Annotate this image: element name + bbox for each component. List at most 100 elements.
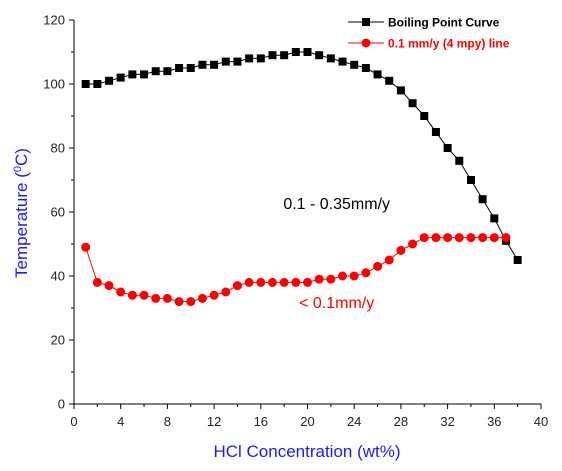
- data-point-square: [128, 70, 137, 79]
- series-layer: [81, 48, 522, 307]
- data-point-square: [455, 156, 464, 165]
- data-point-square: [245, 54, 254, 63]
- data-point-circle: [478, 233, 488, 243]
- data-point-square: [151, 67, 160, 76]
- data-point-circle: [244, 277, 254, 287]
- data-point-square: [198, 60, 207, 69]
- data-point-circle: [92, 277, 102, 287]
- series-line: [85, 237, 506, 303]
- data-point-circle: [256, 277, 266, 287]
- data-point-circle: [221, 287, 231, 297]
- x-tick-label: 0: [70, 414, 77, 429]
- legend-label: 0.1 mm/y (4 mpy) line: [388, 37, 510, 51]
- x-tick-label: 32: [440, 414, 454, 429]
- data-point-circle: [501, 233, 511, 243]
- y-tick-label: 40: [51, 269, 65, 284]
- data-point-square: [373, 70, 382, 79]
- data-point-square: [175, 64, 184, 72]
- data-point-square: [408, 99, 417, 108]
- x-tick-label: 28: [394, 414, 408, 429]
- axes-layer: 0 4 8 12 16 20 24 28 32 36 40 0 20 40 60 80 100 120: [43, 13, 548, 430]
- x-tick-label: 24: [347, 414, 361, 429]
- data-point-circle: [466, 233, 476, 243]
- data-point-square: [361, 64, 370, 72]
- data-point-circle: [408, 239, 418, 249]
- data-point-square: [163, 67, 172, 76]
- x-tick-label: 40: [534, 414, 548, 429]
- data-point-square: [291, 48, 300, 56]
- data-point-circle: [81, 242, 91, 252]
- x-tick-label: 16: [254, 414, 268, 429]
- y-axis-title-suffix: C): [12, 148, 31, 166]
- annotation-label: < 0.1mm/y: [299, 295, 374, 312]
- data-point-circle: [151, 293, 161, 303]
- y-axis-title: Temperature (0C): [12, 148, 31, 278]
- y-tick-label: 20: [51, 333, 65, 348]
- data-point-circle: [127, 290, 137, 300]
- data-point-square: [186, 64, 195, 72]
- legend: Boiling Point Curve 0.1 mm/y (4 mpy) line: [348, 16, 510, 51]
- data-point-circle: [267, 277, 277, 287]
- data-point-square: [431, 128, 440, 136]
- data-point-square: [256, 54, 265, 63]
- data-point-circle: [209, 290, 219, 300]
- data-point-circle: [186, 297, 196, 307]
- data-point-circle: [396, 245, 406, 255]
- data-point-circle: [139, 290, 149, 300]
- data-point-circle: [174, 297, 184, 307]
- data-point-square: [326, 54, 335, 63]
- data-point-circle: [104, 281, 114, 291]
- x-axis-title: HCl Concentration (wt%): [213, 442, 400, 461]
- data-point-circle: [489, 233, 499, 243]
- y-tick-label: 120: [43, 13, 65, 28]
- legend-label: Boiling Point Curve: [388, 16, 500, 30]
- series-line: [85, 51, 519, 261]
- x-tick-label: 4: [117, 414, 124, 429]
- y-tick-label: 100: [43, 77, 65, 92]
- data-point-square: [315, 51, 324, 60]
- data-point-circle: [314, 274, 324, 284]
- data-point-square: [490, 214, 499, 223]
- data-point-circle: [373, 261, 383, 271]
- data-point-circle: [454, 233, 464, 243]
- data-point-square: [81, 80, 90, 88]
- y-tick-label: 0: [58, 397, 65, 412]
- legend-marker-square: [362, 18, 370, 26]
- data-point-circle: [303, 277, 312, 287]
- data-point-circle: [326, 274, 336, 284]
- annotations: 0.1 - 0.35mm/y < 0.1mm/y: [283, 196, 390, 312]
- data-point-circle: [349, 271, 359, 281]
- data-point-square: [303, 48, 312, 56]
- data-point-circle: [384, 255, 394, 265]
- data-point-circle: [116, 287, 126, 297]
- data-point-square: [268, 51, 277, 60]
- data-point-square: [105, 76, 114, 85]
- data-point-square: [466, 176, 475, 184]
- data-point-square: [338, 57, 347, 66]
- data-point-square: [210, 60, 219, 69]
- x-tick-label: 8: [164, 414, 171, 429]
- data-point-circle: [162, 293, 172, 303]
- x-tick-label: 12: [207, 414, 221, 429]
- data-point-square: [93, 80, 102, 88]
- data-point-circle: [279, 277, 289, 287]
- data-point-square: [420, 112, 429, 120]
- data-point-circle: [419, 233, 429, 243]
- x-tick-label: 36: [487, 414, 501, 429]
- y-tick-label: 60: [51, 205, 65, 220]
- y-tick-label: 80: [51, 141, 65, 156]
- data-point-square: [221, 57, 230, 66]
- data-point-square: [233, 57, 242, 66]
- data-point-square: [478, 195, 487, 204]
- data-point-square: [350, 60, 359, 69]
- data-point-square: [116, 73, 125, 82]
- annotation-label: 0.1 - 0.35mm/y: [283, 196, 390, 213]
- data-point-circle: [197, 293, 207, 303]
- data-point-square: [396, 86, 405, 95]
- data-point-circle: [443, 233, 453, 243]
- legend-marker-circle: [361, 38, 371, 48]
- series-corrosion-line: [81, 233, 511, 307]
- data-point-square: [443, 144, 452, 152]
